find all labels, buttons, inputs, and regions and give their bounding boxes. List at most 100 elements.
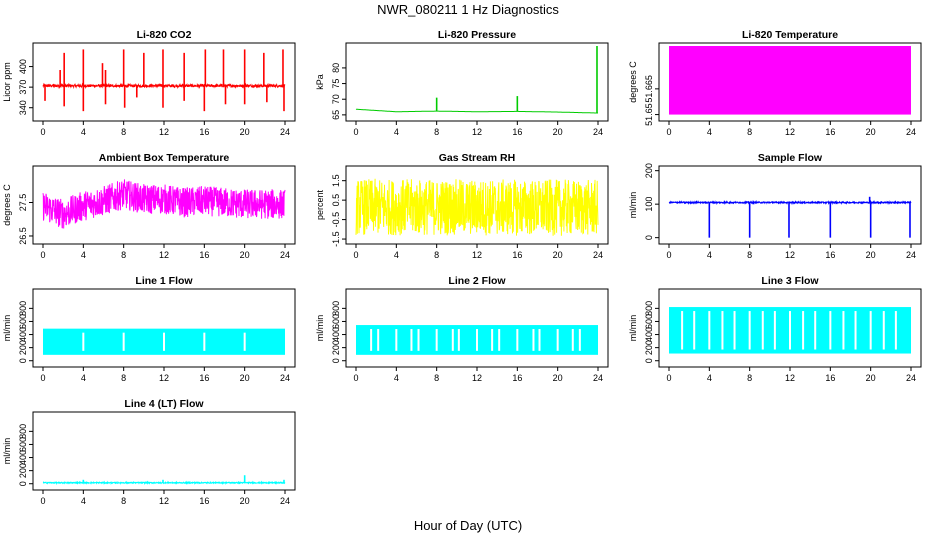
figure-xlabel: Hour of Day (UTC)	[413, 518, 523, 533]
panel-title: Line 3 Flow	[761, 275, 819, 287]
y-axis-label: ml/min	[628, 192, 638, 219]
series-gap	[869, 311, 872, 350]
y-tick-label: -0.5	[331, 212, 341, 228]
panel-5: Gas Stream RH 0 4 8 12 16 20 24 -1.5 -0.5 0.5 1.5 pe…	[315, 152, 609, 260]
y-tick-label: 0	[18, 358, 28, 363]
series-gap	[829, 311, 832, 350]
series-gap	[842, 311, 845, 350]
x-tick-label: 0	[40, 496, 45, 506]
x-tick-label: 8	[121, 250, 126, 260]
x-tick-label: 4	[394, 373, 399, 383]
plot-frame	[345, 42, 609, 122]
x-tick-label: 8	[121, 373, 126, 383]
series-line	[42, 480, 286, 486]
x-tick-label: 0	[353, 250, 358, 260]
plot-frame	[658, 165, 922, 245]
x-tick-label: 4	[707, 250, 712, 260]
x-tick-label: 0	[666, 127, 671, 137]
series-gap	[571, 329, 574, 351]
y-tick-label: 600	[18, 314, 28, 329]
y-tick-label: 800	[18, 301, 28, 316]
x-tick-label: 20	[866, 373, 876, 383]
series-line	[668, 199, 912, 206]
x-tick-label: 0	[353, 373, 358, 383]
y-tick-label: 1.5	[331, 174, 341, 187]
series-gap	[516, 329, 519, 351]
x-tick-label: 24	[593, 127, 603, 137]
y-tick-label: 400	[331, 327, 341, 342]
x-tick-label: 8	[747, 373, 752, 383]
panel-4: Ambient Box Temperature 0 4 8 12 16 20 24 26.5 27…	[2, 152, 296, 260]
y-axis-label: degrees C	[2, 184, 12, 226]
series-gap	[538, 329, 541, 351]
y-tick-label: 200	[331, 340, 341, 355]
x-tick-label: 8	[434, 127, 439, 137]
x-tick-label: 20	[553, 373, 563, 383]
data-layer	[668, 196, 912, 238]
y-axis-label: ml/min	[315, 315, 325, 342]
data-layer	[355, 178, 599, 236]
x-tick-label: 24	[906, 373, 916, 383]
data-layer	[42, 49, 286, 112]
x-tick-label: 8	[747, 250, 752, 260]
series-gap	[854, 311, 857, 350]
panel-title: Gas Stream RH	[439, 152, 515, 164]
data-layer	[43, 328, 285, 355]
series-gap	[122, 332, 125, 351]
series-gap	[693, 311, 696, 350]
x-tick-label: 20	[240, 250, 250, 260]
series-gap	[556, 329, 559, 351]
figure-title: NWR_080211 1 Hz Diagnostics	[377, 2, 559, 17]
x-tick-label: 4	[394, 127, 399, 137]
y-tick-label: 800	[331, 301, 341, 316]
panel-10: Line 4 (LT) Flow 0 4 8 12 16 20 24 0 200400600800…	[2, 398, 296, 506]
series-gap	[370, 329, 373, 351]
y-axis-label: ml/min	[2, 438, 12, 465]
series-gap	[532, 329, 535, 351]
x-tick-label: 12	[785, 373, 795, 383]
series-band	[669, 46, 911, 115]
series-gap	[417, 329, 420, 351]
y-tick-label: 600	[331, 314, 341, 329]
x-tick-label: 8	[747, 127, 752, 137]
x-tick-label: 12	[159, 127, 169, 137]
series-line	[355, 178, 599, 236]
y-tick-label: 370	[18, 80, 28, 95]
y-tick-label: 27.5	[18, 194, 28, 212]
series-gap	[733, 311, 736, 350]
series-line	[355, 108, 598, 114]
y-tick-label: 100	[644, 197, 654, 212]
y-tick-label: 0	[644, 235, 654, 240]
y-tick-label: 65	[331, 110, 341, 120]
y-tick-label: 0.5	[331, 194, 341, 207]
y-tick-label: 600	[18, 437, 28, 452]
x-tick-label: 16	[512, 250, 522, 260]
y-axis-label: percent	[315, 189, 325, 220]
y-tick-label: 400	[644, 327, 654, 342]
x-tick-label: 8	[121, 127, 126, 137]
x-tick-label: 20	[866, 250, 876, 260]
data-layer	[356, 325, 598, 355]
panel-title: Li-820 Temperature	[742, 29, 838, 41]
data-layer	[42, 179, 286, 229]
x-tick-label: 12	[159, 373, 169, 383]
y-tick-label: 0	[18, 481, 28, 486]
y-tick-label: 0	[331, 358, 341, 363]
x-tick-label: 12	[472, 250, 482, 260]
x-tick-label: 12	[159, 496, 169, 506]
y-axis-label: ml/min	[2, 315, 12, 342]
x-tick-label: 12	[159, 250, 169, 260]
x-tick-label: 12	[785, 127, 795, 137]
x-tick-label: 12	[472, 127, 482, 137]
x-tick-label: 4	[707, 127, 712, 137]
panel-title: Sample Flow	[758, 152, 823, 164]
x-tick-label: 24	[280, 496, 290, 506]
y-tick-label: 51.65	[644, 103, 654, 126]
x-tick-label: 0	[666, 373, 671, 383]
data-layer	[42, 475, 286, 486]
x-tick-label: 20	[553, 250, 563, 260]
series-gap	[882, 311, 885, 350]
y-tick-label: 400	[18, 327, 28, 342]
y-tick-label: 80	[331, 63, 341, 73]
